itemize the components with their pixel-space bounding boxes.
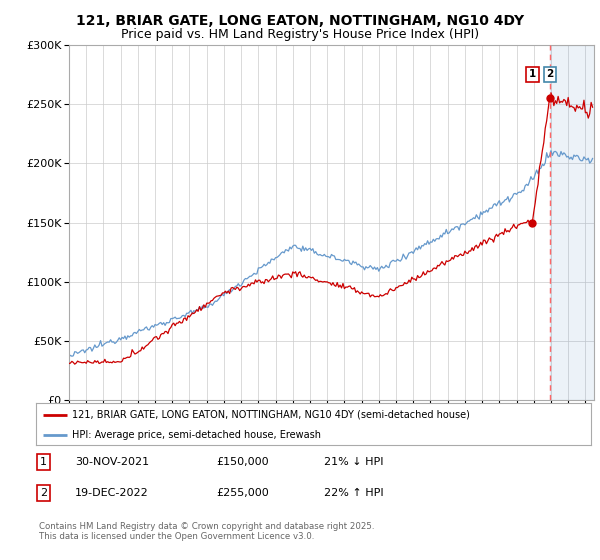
Text: 22% ↑ HPI: 22% ↑ HPI — [324, 488, 383, 498]
Text: 19-DEC-2022: 19-DEC-2022 — [75, 488, 149, 498]
Text: Price paid vs. HM Land Registry's House Price Index (HPI): Price paid vs. HM Land Registry's House … — [121, 28, 479, 41]
Text: 121, BRIAR GATE, LONG EATON, NOTTINGHAM, NG10 4DY: 121, BRIAR GATE, LONG EATON, NOTTINGHAM,… — [76, 14, 524, 28]
Bar — [550, 45, 600, 400]
Text: 1: 1 — [40, 457, 47, 467]
Text: £150,000: £150,000 — [216, 457, 269, 467]
Text: 21% ↓ HPI: 21% ↓ HPI — [324, 457, 383, 467]
Text: £255,000: £255,000 — [216, 488, 269, 498]
Text: 121, BRIAR GATE, LONG EATON, NOTTINGHAM, NG10 4DY (semi-detached house): 121, BRIAR GATE, LONG EATON, NOTTINGHAM,… — [72, 409, 470, 419]
Text: 30-NOV-2021: 30-NOV-2021 — [75, 457, 149, 467]
Text: 2: 2 — [40, 488, 47, 498]
Text: HPI: Average price, semi-detached house, Erewash: HPI: Average price, semi-detached house,… — [72, 430, 321, 440]
Text: Contains HM Land Registry data © Crown copyright and database right 2025.
This d: Contains HM Land Registry data © Crown c… — [39, 522, 374, 542]
Text: 2: 2 — [547, 69, 554, 80]
Text: 1: 1 — [529, 69, 536, 80]
